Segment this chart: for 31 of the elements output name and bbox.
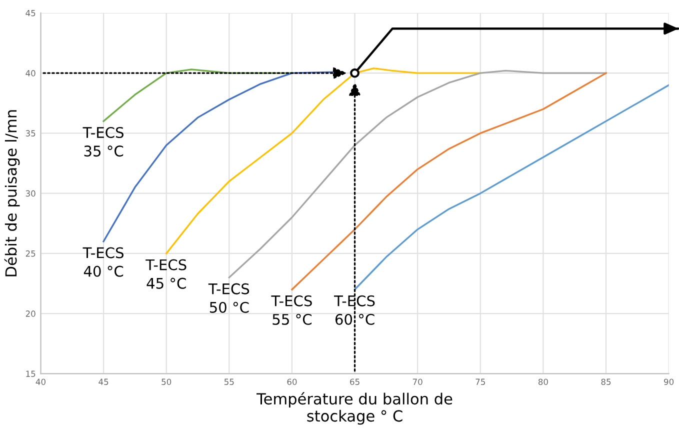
- x-tick-label: 40: [36, 378, 46, 385]
- y-tick-label: 15: [26, 370, 36, 377]
- y-tick-label: 20: [26, 310, 36, 317]
- x-tick-label: 75: [476, 378, 485, 385]
- line-series: [354, 84, 669, 290]
- y-tick-label: 45: [26, 10, 36, 16]
- y-tick-label: 30: [26, 190, 36, 197]
- x-axis-title: Température du ballon de stockage ° C: [256, 392, 452, 425]
- x-tick-label: 85: [601, 378, 611, 385]
- x-tick-label: 55: [224, 378, 234, 385]
- x-tick-label: 65: [350, 378, 360, 385]
- x-tick-label: 80: [538, 378, 548, 385]
- line-series: [102, 68, 293, 122]
- series-label: T-ECS 45 °C: [146, 259, 186, 289]
- x-tick-label: 45: [98, 378, 108, 385]
- series-label: T-ECS 40 °C: [82, 247, 124, 277]
- y-axis-title: Débit de puisage l/mn: [4, 110, 20, 276]
- x-tick-label: 90: [664, 378, 674, 385]
- line-series: [228, 70, 607, 278]
- y-tick-label: 35: [26, 130, 36, 136]
- y-tick-label: 40: [26, 70, 36, 76]
- y-tick-label: 25: [26, 250, 36, 257]
- series-label: T-ECS 55 °C: [271, 295, 312, 325]
- line-series: [291, 72, 607, 290]
- x-tick-label: 50: [162, 378, 172, 385]
- x-tick-label: 70: [412, 378, 422, 385]
- x-tick-label: 60: [287, 378, 297, 385]
- series-label: T-ECS 60 °C: [334, 295, 375, 325]
- line-series: [166, 67, 482, 254]
- series-label: T-ECS 50 °C: [208, 283, 250, 313]
- series-label: T-ECS 35 °C: [82, 126, 124, 157]
